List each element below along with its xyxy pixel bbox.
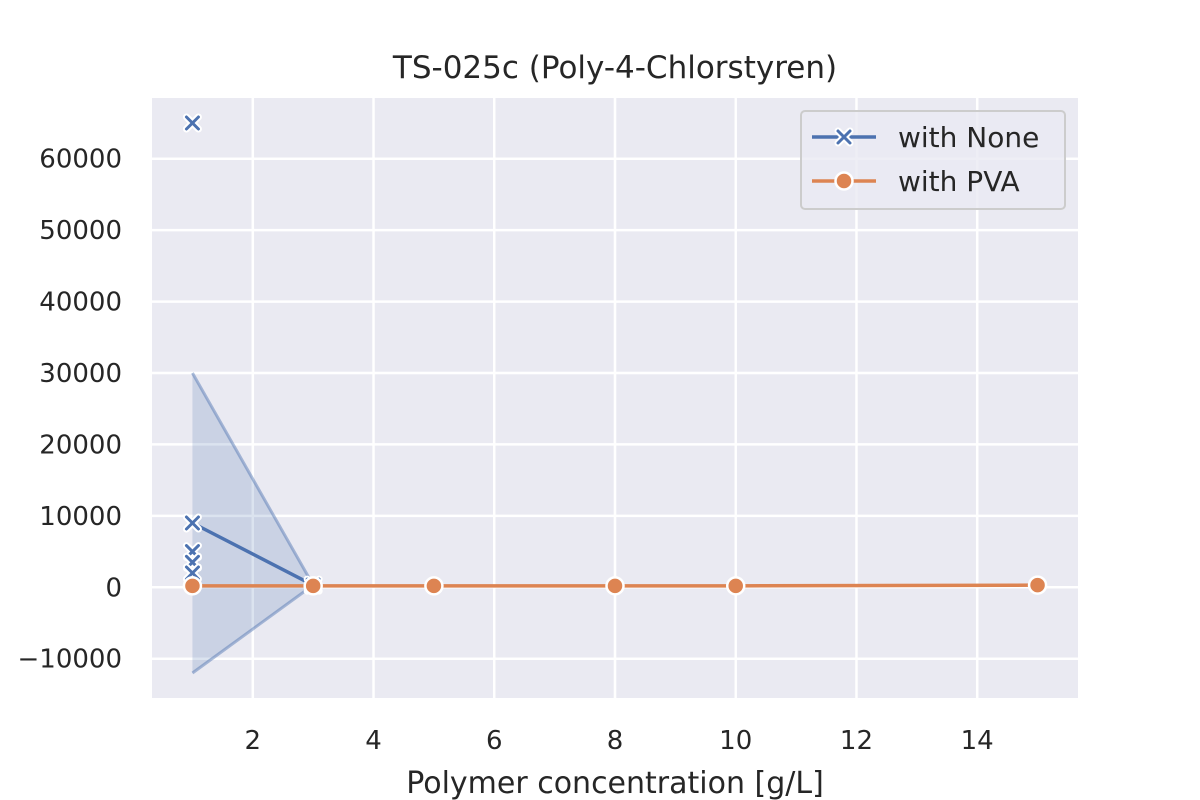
x-tick-label: 4 [365, 726, 382, 756]
y-tick-labels: −10000 0 10000 20000 30000 40000 50000 60000 [18, 145, 123, 675]
x-tick-label: 2 [245, 726, 262, 756]
data-point [725, 576, 746, 596]
x-tick-label: 8 [607, 726, 624, 756]
legend-marker [834, 171, 854, 191]
data-point [303, 576, 323, 596]
series-markers [182, 113, 1048, 596]
confidence-band [192, 373, 314, 673]
x-tick-label: 14 [961, 726, 994, 756]
y-tick-label: 50000 [39, 216, 122, 246]
x-tick-label: 12 [840, 726, 873, 756]
series-line [190, 583, 1040, 588]
legend: with None with PVA [800, 110, 1066, 210]
legend-label: with None [898, 121, 1039, 154]
data-point [182, 113, 202, 133]
x-tick-label: 10 [719, 726, 752, 756]
data-point [182, 576, 203, 596]
x-tick-label: 6 [486, 726, 503, 756]
data-point [424, 576, 444, 596]
legend-marker [834, 127, 854, 147]
legend-label: with PVA [898, 165, 1020, 198]
y-tick-label: −10000 [18, 645, 123, 675]
y-tick-label: 40000 [39, 288, 122, 318]
y-tick-label: 20000 [39, 430, 122, 460]
data-point [1027, 575, 1048, 595]
x-axis-label: Polymer concentration [g/L] [406, 766, 824, 800]
series-line [190, 521, 315, 587]
data-point [605, 576, 625, 596]
confidence-bands [191, 372, 315, 675]
confidence-band-upper-edge [191, 372, 315, 586]
data-point [182, 513, 202, 533]
y-tick-label: 30000 [39, 359, 122, 389]
chart-title: TS-025c (Poly-4-Chlorstyren) [392, 50, 837, 86]
series-lines [190, 521, 1040, 588]
confidence-band-lower-edge [191, 583, 315, 675]
x-tick-labels: 2 4 6 8 10 12 14 [245, 726, 994, 756]
y-tick-label: 10000 [39, 502, 122, 532]
y-tick-label: 60000 [39, 145, 122, 175]
y-tick-label: 0 [105, 573, 122, 603]
